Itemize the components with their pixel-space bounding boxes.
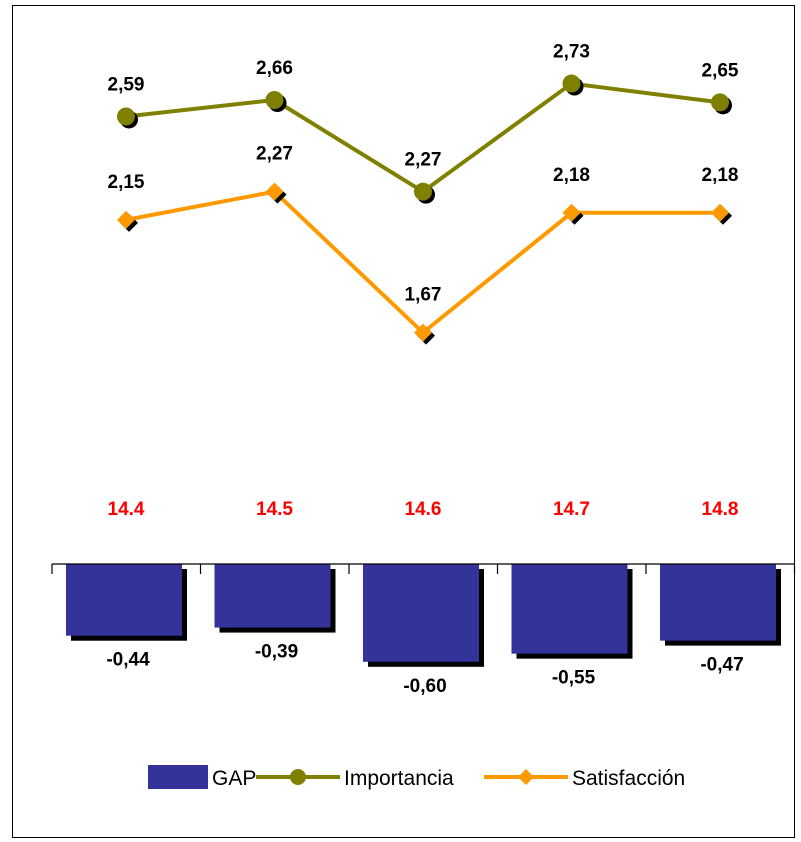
chart-frame <box>12 5 795 838</box>
legend-importancia-marker <box>290 769 306 785</box>
data-labels: -0,44 -0,39 -0,60 -0,55 -0,47 2,15 2,27 1,67 2,1… <box>106 42 743 697</box>
satisfaccion-line <box>125 189 720 336</box>
line-series <box>117 74 732 345</box>
gap-bar-2 <box>363 564 479 662</box>
gap-label-2: -0,60 <box>403 676 446 697</box>
legend-satisfaccion-marker <box>518 769 534 785</box>
satisfaccion-label-2: 1,67 <box>405 285 442 306</box>
satisfaccion-marker-2 <box>414 323 432 342</box>
satisfaccion-label-4: 2,18 <box>702 165 739 186</box>
satisfaccion-marker-1 <box>265 182 284 201</box>
category-label-14-7: 14.7 <box>553 499 590 520</box>
gap-label-4: -0,47 <box>700 655 743 676</box>
satisfaccion-label-1: 2,27 <box>256 144 293 165</box>
category-label-14-4: 14.4 <box>108 499 145 520</box>
importancia-marker-4 <box>711 93 729 112</box>
importancia-marker-1 <box>265 91 284 109</box>
legend-satisfaccion-label: Satisfacción <box>572 767 685 790</box>
legend: GAP Importancia Satisfacción <box>148 765 685 790</box>
gap-bar-0 <box>66 564 182 636</box>
importancia-label-3: 2,73 <box>553 42 590 63</box>
legend-gap-swatch <box>148 765 208 789</box>
category-label-14-8: 14.8 <box>702 499 739 520</box>
satisfaccion-marker-4 <box>711 203 729 222</box>
importancia-marker-2 <box>414 182 432 201</box>
satisfaccion-marker-0 <box>117 210 135 229</box>
legend-gap-label: GAP <box>212 767 256 790</box>
satisfaccion-label-3: 2,18 <box>553 165 590 186</box>
gap-bar-3 <box>511 564 628 654</box>
legend-importancia-label: Importancia <box>344 767 454 790</box>
gap-label-0: -0,44 <box>106 650 150 671</box>
gap-label-1: -0,39 <box>255 642 298 663</box>
importancia-marker-3 <box>562 74 581 93</box>
importancia-label-1: 2,66 <box>256 58 293 79</box>
gap-bar-4 <box>660 564 776 641</box>
category-axis <box>51 563 796 574</box>
importancia-label-4: 2,65 <box>702 60 739 81</box>
satisfaccion-label-0: 2,15 <box>108 172 145 193</box>
importancia-line <box>125 81 721 195</box>
satisfaccion-marker-3 <box>562 203 581 222</box>
category-label-14-6: 14.6 <box>405 499 442 520</box>
importancia-label-2: 2,27 <box>405 150 442 171</box>
category-label-14-5: 14.5 <box>256 499 293 520</box>
gap-bar-1 <box>214 564 331 628</box>
gap-label-3: -0,55 <box>552 668 596 689</box>
importancia-marker-0 <box>117 107 135 126</box>
importancia-label-0: 2,59 <box>108 74 145 95</box>
category-labels: 14.4 14.5 14.6 14.7 14.8 <box>108 499 739 520</box>
gap-bars <box>66 564 781 667</box>
